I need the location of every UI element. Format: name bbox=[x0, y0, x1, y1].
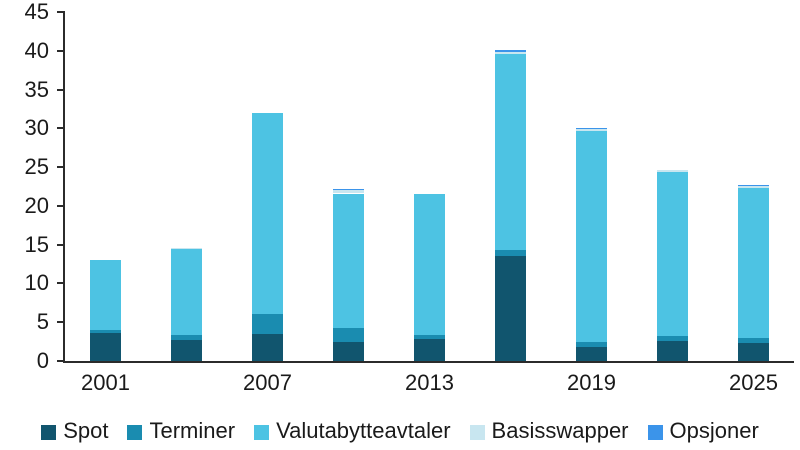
y-axis-tick-label: 25 bbox=[24, 154, 49, 180]
bar-segment-opsjoner bbox=[333, 188, 364, 190]
bar-2016 bbox=[495, 12, 526, 361]
plot-area: 0 5 10 15 20 25 30 35 40 45 2001 2007 2013 2019 2025 bbox=[25, 1, 794, 395]
y-axis-tick bbox=[57, 88, 65, 91]
bar-2010 bbox=[333, 12, 364, 361]
bar-segment-terminer bbox=[252, 314, 283, 334]
bar-segment-spot bbox=[738, 343, 769, 361]
bar-segment-terminer bbox=[171, 335, 202, 341]
bar-segment-spot bbox=[414, 339, 445, 361]
y-axis-tick-label: 20 bbox=[24, 192, 49, 218]
bar-segment-spot bbox=[333, 342, 364, 361]
bar-2004 bbox=[171, 12, 202, 361]
bar-segment-spot bbox=[90, 333, 121, 361]
bar-2019 bbox=[576, 12, 607, 361]
y-axis-tick-label: 5 bbox=[36, 309, 49, 335]
bar-segment-valutabytteavtaler bbox=[495, 53, 526, 251]
legend-label: Opsjoner bbox=[669, 418, 759, 443]
bar-2007 bbox=[252, 12, 283, 361]
bar-2022 bbox=[657, 12, 688, 361]
bar-segment-basisswapper bbox=[738, 185, 769, 189]
legend-label: Valutabytteavtaler bbox=[276, 418, 451, 443]
y-axis-tick bbox=[57, 360, 65, 362]
x-axis-tick-label: 2007 bbox=[243, 370, 292, 395]
legend-item-terminer: Terminer bbox=[127, 418, 235, 444]
bar-segment-valutabytteavtaler bbox=[171, 249, 202, 336]
x-axis-tick-label: 2019 bbox=[567, 370, 616, 395]
bar-segment-valutabytteavtaler bbox=[738, 188, 769, 338]
bar-2013 bbox=[414, 12, 445, 361]
legend-swatch-icon bbox=[647, 424, 663, 440]
y-axis-tick bbox=[57, 321, 65, 324]
y-axis-tick-label: 35 bbox=[24, 76, 49, 102]
y-axis-tick-label: 10 bbox=[24, 270, 49, 296]
bar-segment-valutabytteavtaler bbox=[252, 112, 283, 315]
bar-segment-terminer bbox=[657, 336, 688, 341]
legend: Spot Terminer Valutabytteavtaler Basisswapp… bbox=[0, 418, 800, 444]
y-axis-tick-label: 45 bbox=[24, 0, 49, 24]
bar-segment-valutabytteavtaler bbox=[414, 194, 445, 336]
x-axis-tick-label: 2025 bbox=[729, 370, 778, 395]
y-axis-tick bbox=[57, 243, 65, 246]
y-axis-tick bbox=[57, 282, 65, 285]
y-axis-tick bbox=[57, 204, 65, 207]
legend-item-opsjoner: Opsjoner bbox=[647, 418, 759, 444]
bar-segment-terminer bbox=[576, 341, 607, 348]
x-axis-tick-label: 2013 bbox=[405, 370, 454, 395]
bar-segment-terminer bbox=[414, 335, 445, 340]
bar-segment-valutabytteavtaler bbox=[333, 193, 364, 329]
legend-swatch-icon bbox=[254, 424, 270, 440]
y-axis-tick bbox=[57, 11, 65, 13]
legend-label: Basisswapper bbox=[491, 418, 629, 443]
bar-segment-valutabytteavtaler bbox=[657, 171, 688, 337]
legend-label: Spot bbox=[63, 418, 109, 443]
y-axis-tick bbox=[57, 49, 65, 52]
bar-segment-basisswapper bbox=[495, 51, 526, 54]
bar-segment-opsjoner bbox=[576, 127, 607, 130]
y-axis-tick bbox=[57, 127, 65, 130]
bar-segment-spot bbox=[657, 340, 688, 361]
y-axis-tick-label: 15 bbox=[24, 231, 49, 257]
bar-segment-valutabytteavtaler bbox=[90, 260, 121, 330]
legend-item-basisswapper: Basisswapper bbox=[469, 418, 629, 444]
x-axis-tick-label: 2001 bbox=[81, 370, 130, 395]
y-axis-tick bbox=[57, 166, 65, 169]
legend-swatch-icon bbox=[127, 424, 143, 440]
y-axis-tick-label: 30 bbox=[24, 115, 49, 141]
bar-segment-spot bbox=[252, 333, 283, 361]
bar-segment-opsjoner bbox=[738, 184, 769, 186]
legend-swatch-icon bbox=[41, 424, 57, 440]
bar-segment-basisswapper bbox=[576, 129, 607, 132]
y-axis-tick-label: 0 bbox=[36, 348, 49, 373]
legend-item-spot: Spot bbox=[41, 418, 108, 444]
bar-2025 bbox=[738, 12, 769, 361]
legend-item-valutabytteavtaler: Valutabytteavtaler bbox=[254, 418, 451, 444]
bar-segment-terminer bbox=[90, 330, 121, 334]
bar-segment-spot bbox=[576, 347, 607, 361]
bar-segment-basisswapper bbox=[657, 170, 688, 172]
bar-segment-spot bbox=[495, 256, 526, 361]
bar-2001 bbox=[90, 12, 121, 361]
bar-segment-opsjoner bbox=[495, 50, 526, 52]
y-axis-tick-label: 40 bbox=[24, 37, 49, 63]
bar-segment-basisswapper bbox=[333, 190, 364, 194]
bar-segment-terminer bbox=[738, 337, 769, 344]
bar-segment-terminer bbox=[495, 250, 526, 257]
bar-segment-spot bbox=[171, 340, 202, 361]
bar-segment-basisswapper bbox=[171, 247, 202, 250]
bar-segment-terminer bbox=[333, 328, 364, 343]
bar-segment-valutabytteavtaler bbox=[576, 131, 607, 342]
legend-swatch-icon bbox=[469, 424, 485, 440]
legend-label: Terminer bbox=[149, 418, 236, 443]
